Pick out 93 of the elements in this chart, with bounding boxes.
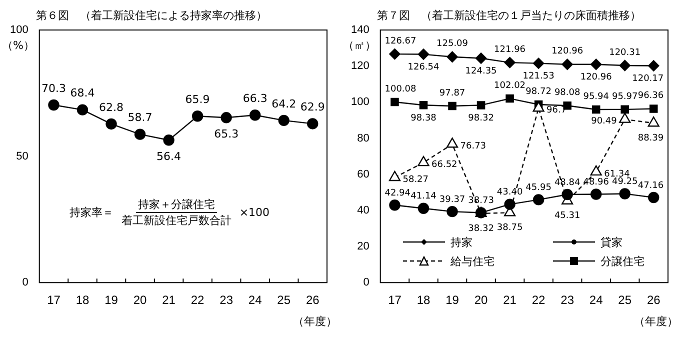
x-axis-title: （年度） (293, 314, 337, 329)
data-label: 102.02 (494, 80, 526, 91)
annotation: 着工新設住宅戸数合計 (121, 212, 232, 228)
data-label: 70.3 (41, 82, 66, 95)
y-tick-label: 60 (357, 168, 370, 180)
data-label: 65.3 (214, 128, 239, 141)
annotation: 持家＋分譲住宅 (136, 196, 217, 213)
data-label: 98.08 (554, 88, 580, 98)
x-tick-label: 18 (416, 293, 430, 308)
data-label: 76.73 (460, 142, 486, 152)
data-label: 58.27 (402, 174, 428, 185)
y-tick-label: 0 (363, 276, 370, 289)
y-tick-label: 140 (350, 24, 370, 36)
x-tick-label: 23 (560, 293, 574, 308)
chart-title: 第７図 （着工新設住宅の１戸当たりの床面積推移） (377, 8, 641, 23)
data-label: 45.31 (554, 211, 580, 222)
data-label: 120.96 (552, 46, 584, 57)
y-tick-label: 120 (350, 60, 370, 72)
data-label: 43.40 (496, 188, 523, 198)
data-label: 49.25 (612, 177, 638, 188)
data-label: 62.8 (99, 100, 124, 114)
data-label: 45.95 (526, 183, 552, 194)
data-label: 126.67 (384, 36, 416, 46)
data-label: 90.49 (591, 116, 618, 127)
data-label: 124.35 (465, 66, 497, 77)
data-label: 98.72 (526, 86, 552, 97)
x-axis-title: （年度） (634, 314, 678, 329)
data-label: 66.52 (432, 160, 458, 170)
y-tick-label: 20 (357, 240, 370, 253)
x-tick-label: 26 (306, 293, 320, 308)
data-label: 38.32 (468, 224, 494, 234)
legend-label: 給与住宅 (450, 254, 494, 269)
data-label: 64.2 (272, 97, 296, 110)
y-tick-label: 80 (357, 132, 370, 144)
x-tick-label: 20 (474, 293, 488, 308)
y-tick-label: 0 (22, 276, 28, 289)
y-tick-label: 40 (357, 204, 370, 216)
data-label: 98.38 (410, 113, 437, 124)
x-tick-label: 18 (76, 293, 90, 308)
data-label: 66.3 (242, 92, 268, 105)
data-label: 48.84 (554, 178, 580, 188)
y-tick-label: 50 (16, 150, 28, 162)
data-label: 121.96 (494, 44, 526, 55)
data-label: 41.14 (410, 192, 437, 202)
x-tick-label: 19 (446, 293, 460, 308)
data-label: 95.94 (583, 92, 610, 102)
x-tick-label: 25 (618, 293, 632, 308)
data-label: 38.75 (496, 223, 523, 234)
data-label: 97.87 (439, 88, 466, 98)
x-tick-label: 24 (589, 293, 604, 308)
data-label: 39.37 (439, 194, 466, 205)
x-tick-label: 26 (646, 293, 661, 308)
data-label: 58.7 (128, 111, 152, 124)
data-label: 42.94 (384, 188, 411, 198)
x-tick-label: 22 (532, 293, 546, 308)
data-label: 48.96 (583, 178, 610, 188)
data-label: 68.4 (70, 86, 95, 100)
data-label: 88.39 (638, 133, 664, 144)
x-tick-label: 24 (248, 293, 262, 308)
data-label: 95.97 (612, 92, 638, 102)
annotation: 持家率＝ (69, 204, 114, 220)
data-label: 120.96 (580, 72, 612, 83)
legend-label: 分譲住宅 (600, 254, 644, 269)
data-label: 126.54 (408, 62, 440, 73)
data-label: 125.09 (436, 39, 468, 50)
data-label: 62.9 (300, 100, 325, 114)
data-label: 56.4 (156, 150, 182, 163)
x-tick-label: 17 (47, 293, 61, 308)
x-tick-label: 25 (277, 293, 291, 308)
data-label: 47.16 (638, 180, 664, 191)
legend-label: 貸家 (600, 234, 622, 250)
y-axis-title: （%） (2, 38, 34, 53)
x-tick-label: 23 (220, 293, 234, 308)
x-tick-label: 19 (104, 293, 118, 308)
data-label: 121.53 (522, 72, 554, 82)
y-tick-label: 100 (10, 24, 28, 36)
data-label: 120.17 (632, 74, 664, 84)
data-label: 120.31 (609, 48, 641, 58)
data-label: 100.08 (384, 84, 416, 94)
data-label: 38.73 (468, 196, 494, 206)
y-tick-label: 100 (350, 96, 370, 108)
data-label: 65.9 (185, 92, 210, 106)
x-tick-label: 20 (133, 293, 148, 308)
x-tick-label: 17 (388, 293, 402, 308)
x-tick-label: 21 (162, 293, 176, 308)
data-label: 98.32 (468, 114, 494, 124)
annotation: ×100 (239, 206, 270, 219)
x-tick-label: 22 (190, 293, 205, 308)
y-axis-title: （㎡） (343, 38, 376, 53)
data-label: 96.36 (638, 91, 664, 102)
chart-title: 第６図 （着工新設住宅による持家率の推移） (36, 8, 267, 23)
legend-label: 持家 (450, 234, 472, 250)
x-tick-label: 21 (503, 293, 517, 308)
